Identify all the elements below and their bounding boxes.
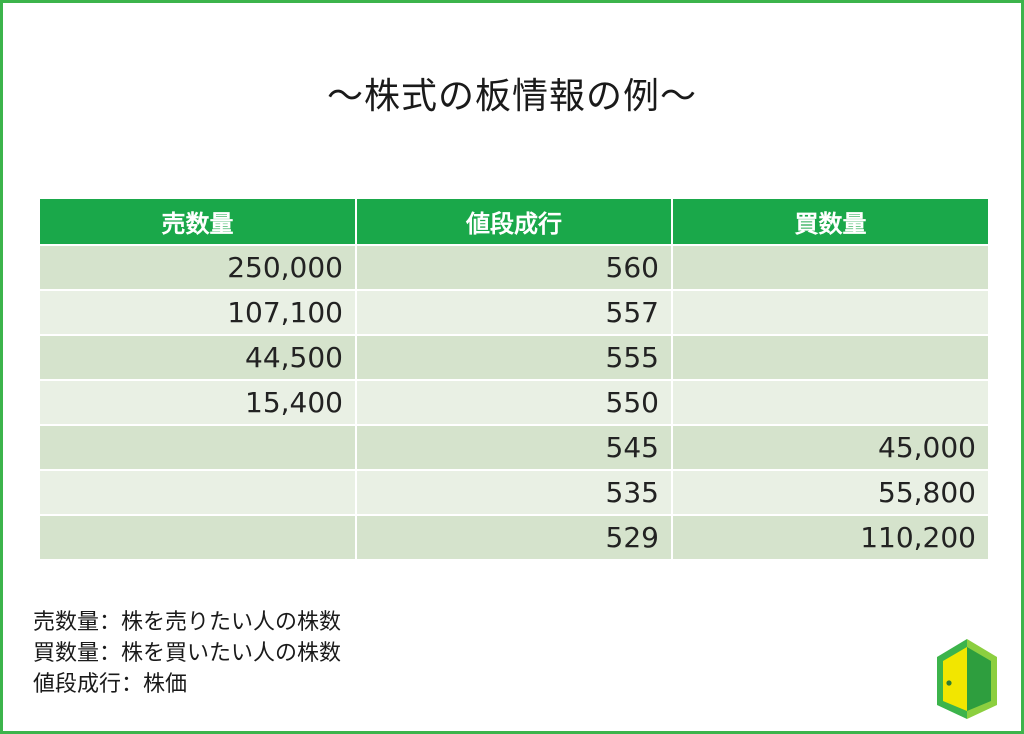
sell-quantity-cell: 44,500 xyxy=(40,334,357,380)
price-cell: 535 xyxy=(356,469,673,515)
door-logo-icon xyxy=(933,635,1001,721)
price-cell: 550 xyxy=(356,379,673,425)
header-buy-quantity: 買数量 xyxy=(672,199,988,245)
order-book-table: 売数量 値段成行 買数量 250,000 560 107,100 557 44,… xyxy=(40,199,988,559)
buy-quantity-cell: 45,000 xyxy=(672,424,988,470)
header-price: 値段成行 xyxy=(356,199,673,245)
price-cell: 557 xyxy=(356,289,673,335)
buy-quantity-cell xyxy=(672,379,988,425)
table-row: 44,500 555 xyxy=(40,334,988,380)
price-cell: 555 xyxy=(356,334,673,380)
sell-quantity-cell xyxy=(40,514,357,559)
buy-quantity-cell xyxy=(672,244,988,290)
sell-quantity-cell: 107,100 xyxy=(40,289,357,335)
buy-quantity-cell xyxy=(672,334,988,380)
legend-notes: 売数量：株を売りたい人の株数 買数量：株を買いたい人の株数 値段成行：株価 xyxy=(33,607,341,700)
table-row: 535 55,800 xyxy=(40,469,988,515)
buy-quantity-cell xyxy=(672,289,988,335)
buy-quantity-cell: 110,200 xyxy=(672,514,988,559)
note-price: 値段成行：株価 xyxy=(33,672,188,697)
table-row: 107,100 557 xyxy=(40,289,988,335)
header-sell-quantity: 売数量 xyxy=(40,199,357,245)
table-row: 250,000 560 xyxy=(40,244,988,290)
table-row: 529 110,200 xyxy=(40,514,988,559)
sell-quantity-cell: 250,000 xyxy=(40,244,357,290)
price-cell: 545 xyxy=(356,424,673,470)
buy-quantity-cell: 55,800 xyxy=(672,469,988,515)
price-cell: 560 xyxy=(356,244,673,290)
note-sell-quantity: 売数量：株を売りたい人の株数 xyxy=(33,610,342,635)
table-row: 545 45,000 xyxy=(40,424,988,470)
price-cell: 529 xyxy=(356,514,673,559)
table-row: 15,400 550 xyxy=(40,379,988,425)
sell-quantity-cell xyxy=(40,469,357,515)
table-header-row: 売数量 値段成行 買数量 xyxy=(40,199,988,245)
sell-quantity-cell: 15,400 xyxy=(40,379,357,425)
note-buy-quantity: 買数量：株を買いたい人の株数 xyxy=(33,641,342,666)
page-title: 〜株式の板情報の例〜 xyxy=(326,76,697,117)
sell-quantity-cell xyxy=(40,424,357,470)
